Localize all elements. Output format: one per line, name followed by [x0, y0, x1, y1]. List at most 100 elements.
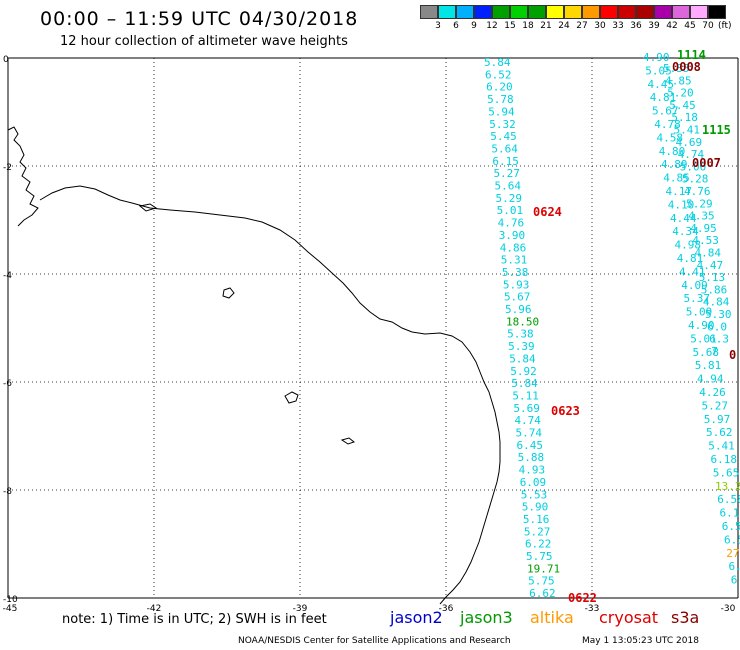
pass-time-label: 0007 — [692, 156, 721, 170]
wave-height-value: 5.29 — [686, 197, 713, 210]
footer-note: note: 1) Time is in UTC; 2) SWH is in fe… — [62, 612, 327, 627]
wave-height-value: 4.58 — [657, 131, 684, 144]
wave-height-value: 4.45 — [648, 78, 675, 91]
wave-height-value: 5.27 — [493, 167, 520, 180]
wave-height-value: 5.86 — [701, 283, 728, 296]
wave-height-value: 4.90 — [688, 319, 715, 332]
colorbar-label: 21 — [540, 21, 552, 31]
wave-height-value: 5.41 — [708, 440, 735, 453]
wave-height-value: 6 — [731, 574, 738, 587]
wave-height-value: 4.81 — [650, 91, 677, 104]
wave-height-value: 5.00 — [680, 160, 707, 173]
colorbar-label: 6 — [453, 21, 459, 31]
wave-height-value: 5.45 — [490, 130, 517, 143]
wave-height-value: 6.45 — [517, 439, 544, 452]
wave-height-value: 4.98 — [675, 239, 702, 252]
colorbar-swatch — [708, 5, 726, 19]
wave-height-value: 6.22 — [525, 538, 552, 551]
colorbar-swatch — [456, 5, 474, 19]
pass-time-label: 1114 — [677, 48, 706, 62]
wave-height-value: 4.86 — [500, 241, 527, 254]
colorbar-swatch — [492, 5, 510, 19]
wave-height-value: 5.16 — [523, 513, 550, 526]
colorbar-label: 30 — [594, 21, 606, 31]
wave-height-value: 5.94 — [488, 105, 515, 118]
wave-height-value: 6.09 — [520, 476, 547, 489]
longitude-tick-label: -36 — [439, 604, 454, 614]
island-small-3 — [340, 437, 356, 445]
latitude-tick-label: -2 — [3, 163, 12, 173]
map-title: 00:00 – 11:59 UTC 04/30/2018 — [40, 8, 359, 30]
wave-height-value: 6.0 — [707, 320, 727, 333]
wave-height-value: 4.84 — [703, 296, 730, 309]
colorbar-label: 18 — [522, 21, 534, 31]
wave-height-value: 4.26 — [699, 386, 726, 399]
wave-height-value: 5.65 — [713, 466, 740, 479]
latitude-tick-label: -4 — [3, 271, 12, 281]
wave-height-value: 5.27 — [702, 399, 729, 412]
wave-height-value: 4.95 — [690, 222, 717, 235]
coastline — [7, 126, 501, 605]
wave-height-value: 3.90 — [499, 229, 526, 242]
wave-height-value: 5.11 — [512, 389, 539, 402]
wave-height-value: 5.64 — [491, 142, 518, 155]
legend-jason2: jason2 — [390, 608, 443, 627]
colorbar-swatch — [672, 5, 690, 19]
wave-height-value: 5.20 — [667, 87, 694, 100]
wave-height-value: 4.41 — [679, 265, 706, 278]
latitude-tick-label: 0 — [3, 55, 9, 65]
colorbar-label: 15 — [504, 21, 516, 31]
wave-height-value: 5.38 — [502, 266, 528, 279]
wave-height-value: 4.74 — [678, 148, 705, 161]
island-small-4 — [138, 203, 158, 212]
wave-height-value: 5.18 — [671, 111, 698, 124]
latitude-tick-label: -8 — [3, 487, 12, 497]
wave-height-value: 5.28 — [682, 173, 709, 186]
wave-height-value: 6.5 — [724, 533, 740, 546]
wave-height-value: 5.68 — [693, 346, 720, 359]
wave-height-value: 5.88 — [518, 451, 545, 464]
wave-height-value: 4.93 — [519, 464, 546, 477]
longitude-tick-label: -30 — [721, 604, 736, 614]
wave-height-value: 4.78 — [654, 118, 681, 131]
wave-height-value: 4.89 — [661, 158, 688, 171]
altimeter-track-c: 5.354.855.205.455.185.414.694.745.005.28… — [663, 62, 732, 358]
wave-height-value: 7 — [711, 345, 718, 358]
wave-height-value: 5.74 — [516, 427, 543, 440]
wave-height-value: 6.15 — [492, 155, 519, 168]
wave-height-value: 18.50 — [506, 315, 539, 328]
altimeter-track-b: 4.905.054.454.815.674.784.584.804.894.85… — [643, 51, 740, 587]
colorbar-swatch — [582, 5, 600, 19]
wave-height-value: 4.84 — [695, 247, 722, 260]
wave-height-value: 5.31 — [501, 254, 528, 267]
wave-height-value: 4.10 — [668, 198, 695, 211]
wave-height-value: 5.01 — [497, 204, 523, 217]
wave-height-value: 4.76 — [684, 185, 711, 198]
colorbar-swatch — [420, 5, 438, 19]
colorbar-label: 45 — [684, 21, 696, 31]
colorbar-swatch — [690, 5, 708, 19]
colorbar-label: 3 — [435, 21, 441, 31]
wave-height-value: 5.69 — [513, 402, 540, 415]
colorbar-swatch — [654, 5, 672, 19]
wave-height-value: 5.05 — [645, 64, 672, 77]
legend-cryosat: cryosat — [599, 608, 659, 627]
wave-height-value: 4.80 — [659, 145, 686, 158]
wave-height-value: 5.29 — [496, 192, 523, 205]
latitude-tick-label: -10 — [3, 595, 18, 605]
pass-time-label: 0624 — [533, 205, 562, 219]
wave-height-value: 5.09 — [686, 306, 713, 319]
wave-height-value: 4.47 — [697, 259, 724, 272]
longitude-tick-label: -42 — [147, 604, 162, 614]
wave-height-value: 4.69 — [676, 136, 703, 149]
wave-height-value: 4.35 — [688, 210, 715, 223]
wave-height-value: 5.01 — [690, 332, 717, 345]
wave-height-value: 5.38 — [507, 328, 533, 341]
pass-time-label: 0623 — [551, 404, 580, 418]
island-small-1 — [222, 287, 235, 299]
wave-height-value: 5.81 — [695, 359, 722, 372]
wave-height-value: 6.58 — [717, 493, 740, 506]
wave-height-value: 5.84 — [484, 56, 511, 69]
wave-height-value: 5.84 — [511, 377, 538, 390]
wave-height-value: 5.41 — [674, 124, 701, 137]
